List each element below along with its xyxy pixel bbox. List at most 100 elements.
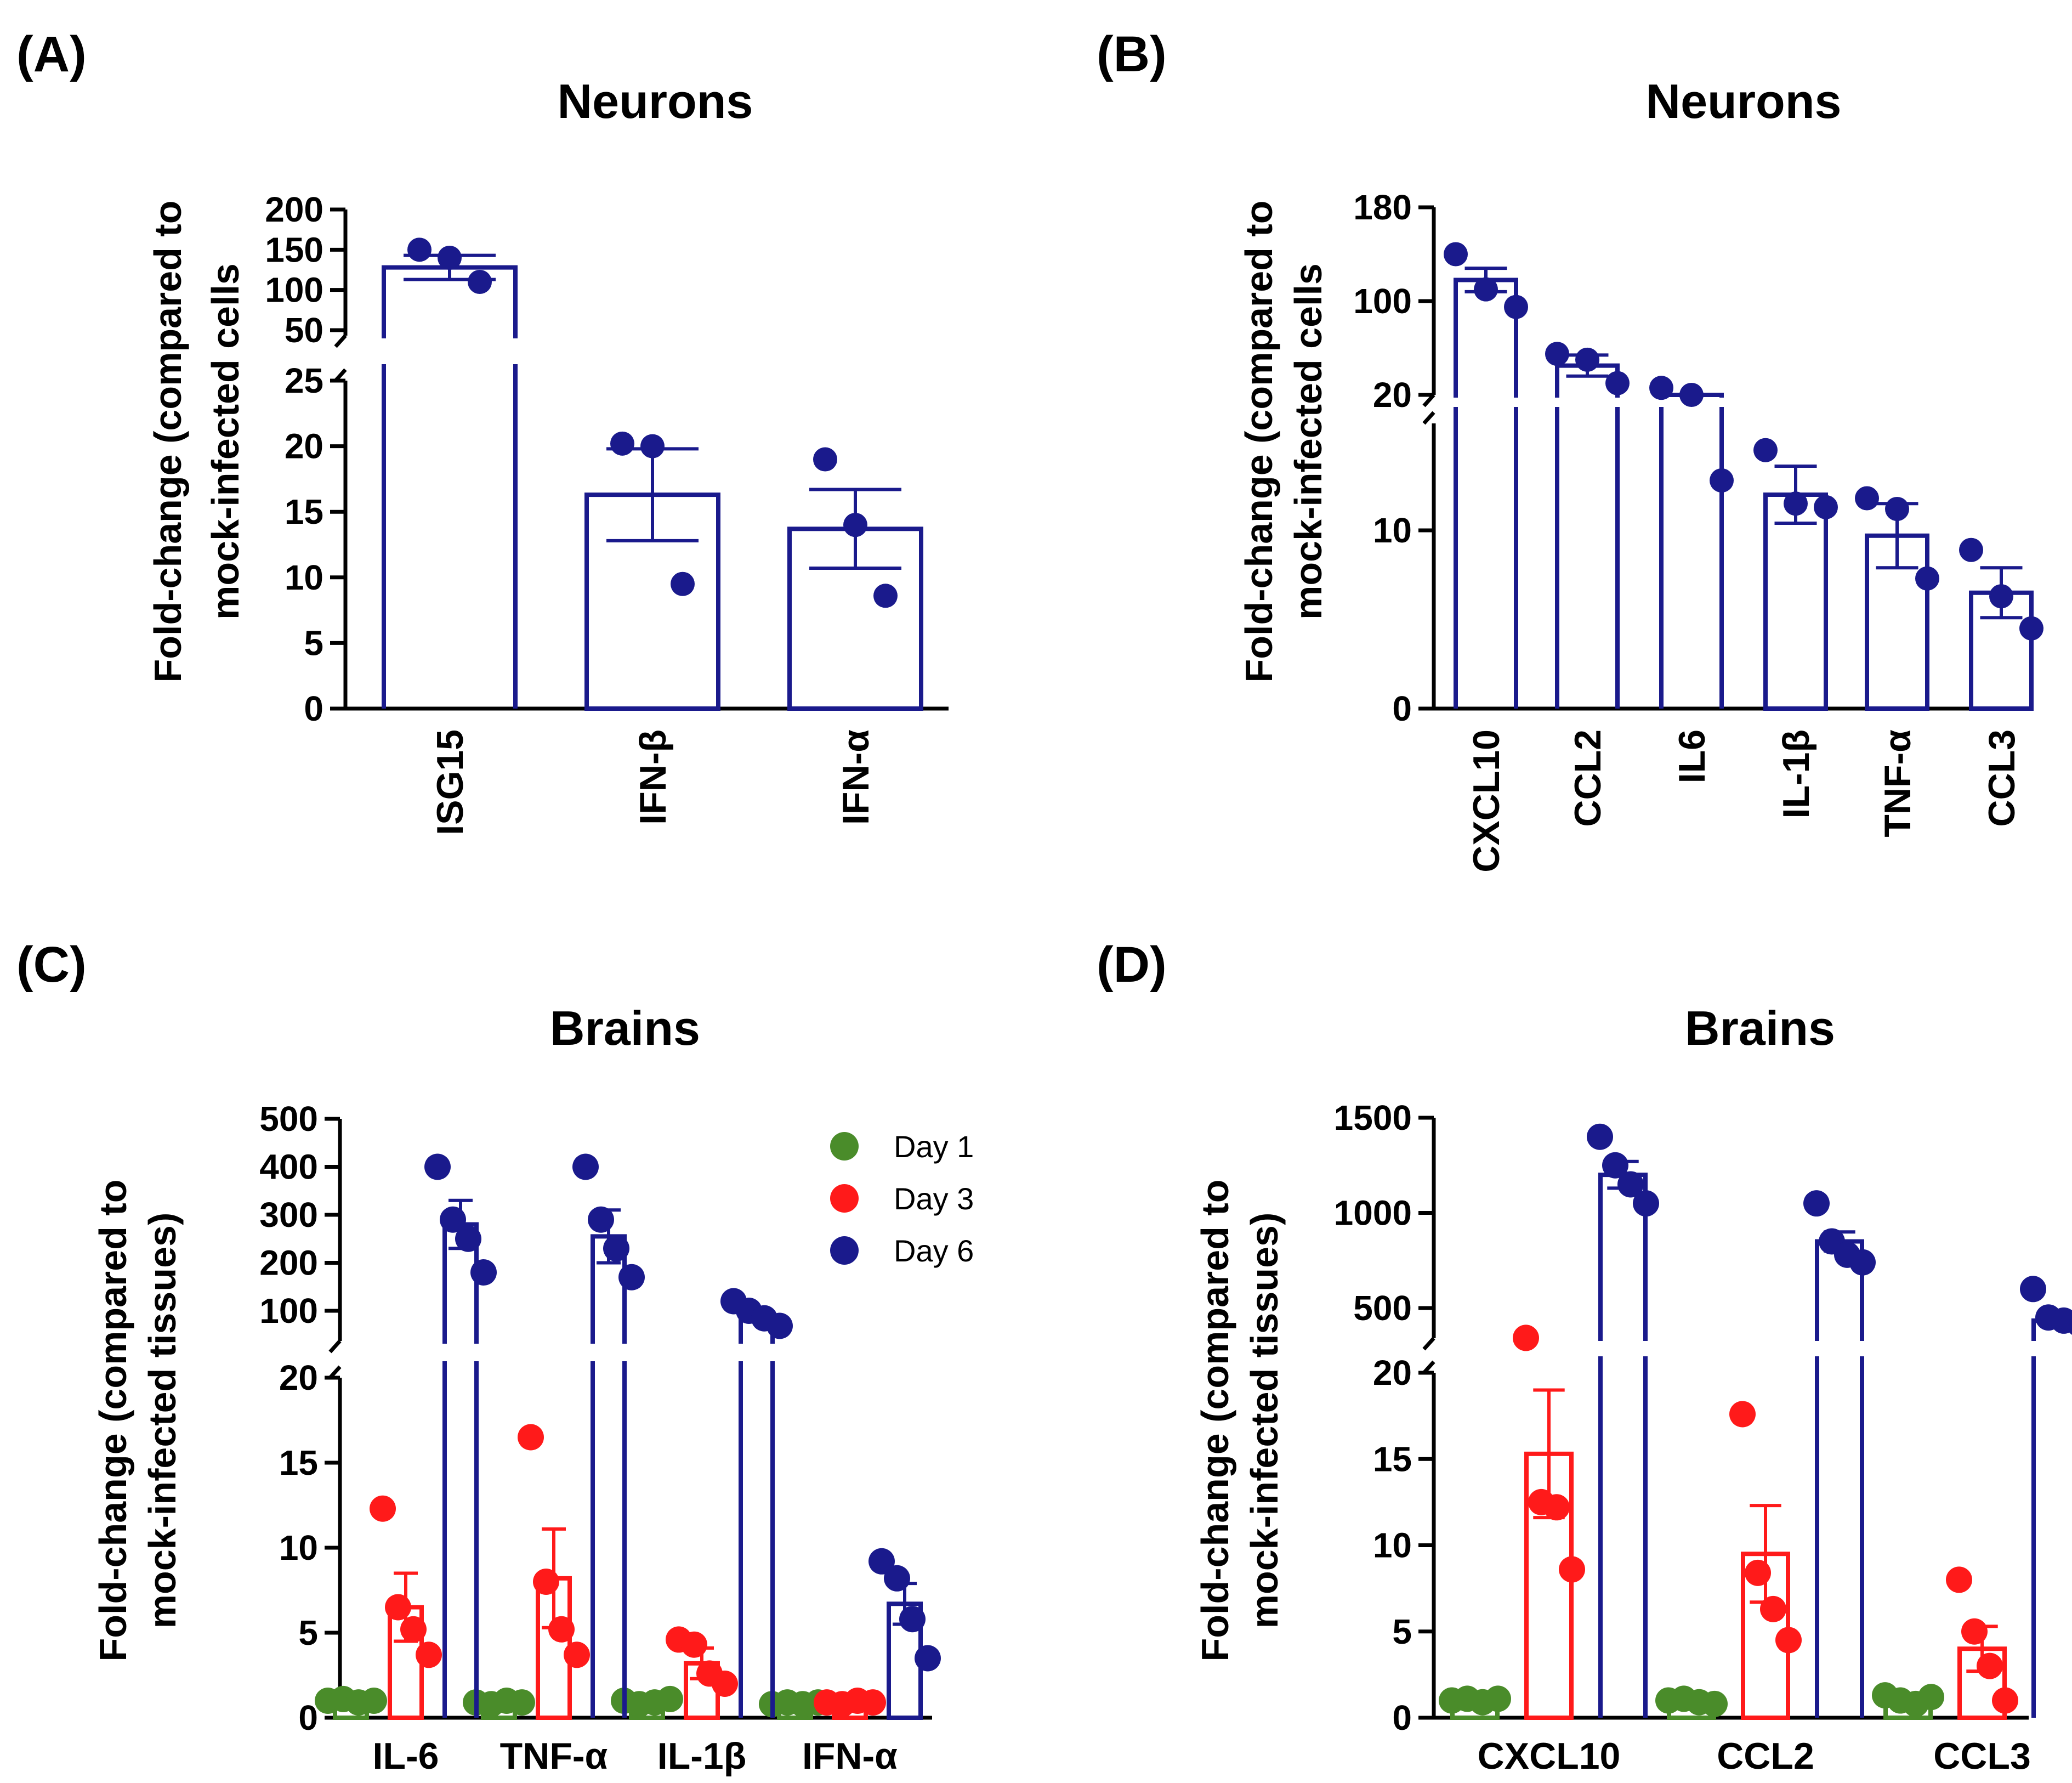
data-point: [1587, 1123, 1613, 1150]
bar: [1815, 1356, 1864, 1718]
axis-break: [334, 334, 347, 348]
legend-marker: [830, 1184, 859, 1213]
y-axis-label: mock-infected cells: [204, 263, 247, 620]
y-tick-label: 0: [304, 689, 323, 728]
legend-marker: [830, 1236, 859, 1265]
data-point: [1633, 1190, 1659, 1217]
data-point: [548, 1616, 575, 1643]
data-point: [640, 434, 665, 459]
data-point: [424, 1153, 451, 1180]
data-point: [884, 1565, 910, 1592]
legend-label: Day 1: [894, 1129, 974, 1164]
panel-c: (C) Brains Fold-change (compared to mock-in…: [16, 937, 974, 1777]
x-category-label: CXCL10: [1466, 729, 1507, 873]
data-point: [416, 1642, 442, 1668]
data-point: [361, 1688, 387, 1714]
data-point: [2066, 1312, 2072, 1335]
y-axis-label: Fold-change (compared to: [146, 201, 189, 683]
data-point: [1760, 1595, 1786, 1622]
x-category-label: CCL3: [1981, 729, 2023, 827]
data-point: [1602, 1152, 1628, 1179]
data-point: [1885, 497, 1909, 521]
y-tick-label: 20: [279, 1358, 318, 1397]
y-axis-label: mock-infected tissues): [141, 1213, 184, 1629]
x-category-label: IFN-α: [835, 729, 877, 825]
y-tick-label: 500: [259, 1099, 318, 1139]
bar: [1763, 493, 1828, 711]
data-point: [1784, 491, 1808, 516]
y-tick-label: 500: [1353, 1288, 1412, 1328]
y-tick-label: 20: [1373, 375, 1412, 415]
data-point: [868, 1548, 895, 1575]
y-tick-label: 5: [298, 1613, 318, 1652]
data-point: [518, 1424, 544, 1451]
data-point: [370, 1495, 396, 1522]
y-tick-label: 100: [259, 1291, 318, 1331]
bar: [2031, 1356, 2036, 1718]
data-point: [1504, 295, 1528, 319]
panel-b: (B) Neurons Fold-change (compared to mock-i…: [1097, 26, 2043, 873]
data-point: [509, 1689, 535, 1716]
chart-title: Neurons: [1646, 74, 1842, 128]
data-point: [533, 1569, 559, 1595]
axis-break: [1422, 1337, 1435, 1351]
data-point: [1649, 376, 1673, 400]
data-point: [1679, 383, 1704, 407]
y-axis-label: Fold-change (compared to: [92, 1180, 134, 1662]
y-tick-label: 15: [279, 1443, 318, 1482]
data-point: [1753, 438, 1778, 462]
legend-marker: [830, 1132, 859, 1161]
x-category-label: IL-1β: [1775, 729, 1817, 818]
data-point: [1992, 1687, 2018, 1714]
chart-title: Neurons: [558, 74, 753, 128]
bar: [739, 1361, 775, 1718]
data-point: [407, 237, 432, 262]
data-point: [1474, 277, 1498, 302]
panel-letter: (D): [1097, 937, 1167, 993]
bar: [442, 1361, 479, 1718]
data-point: [1559, 1556, 1585, 1583]
data-point: [1961, 1618, 1988, 1645]
y-tick-label: 0: [298, 1698, 318, 1737]
data-point: [813, 447, 837, 472]
panel-letter: (C): [16, 937, 87, 993]
data-point: [438, 246, 462, 270]
x-category-label: IFN-β: [632, 729, 674, 825]
y-tick-label: 200: [265, 190, 323, 229]
x-category-label: CCL3: [1933, 1735, 2031, 1777]
data-point: [1444, 242, 1468, 267]
panel-letter: (A): [16, 26, 87, 82]
data-point: [2019, 616, 2043, 641]
axis-break: [328, 1339, 342, 1354]
data-point: [1617, 1171, 1644, 1198]
y-tick-label: 200: [259, 1243, 318, 1283]
y-tick-label: 5: [1392, 1612, 1412, 1651]
data-point: [1918, 1684, 1944, 1711]
data-point: [1803, 1190, 1830, 1217]
data-point: [1745, 1559, 1771, 1586]
y-tick-label: 180: [1353, 188, 1412, 227]
legend: Day 1 Day 3 Day 6: [830, 1129, 974, 1268]
data-point: [1545, 342, 1569, 366]
y-tick-label: 10: [285, 558, 323, 597]
y-axis-label: mock-infected tissues): [1243, 1213, 1286, 1629]
data-point: [572, 1153, 599, 1180]
y-tick-label: 100: [1353, 281, 1412, 321]
data-point: [603, 1235, 629, 1262]
data-point: [2020, 1276, 2046, 1303]
data-point: [455, 1225, 481, 1252]
x-category-label: IL-1β: [657, 1735, 746, 1777]
data-point: [712, 1671, 738, 1697]
y-tick-label: 150: [265, 230, 323, 269]
data-point: [618, 1264, 645, 1290]
chart-title: Brains: [550, 1001, 700, 1055]
y-tick-label: 100: [265, 270, 323, 310]
panel-d: (D) Brains Fold-change (compared to mock-in…: [1097, 937, 2072, 1777]
y-tick-label: 400: [259, 1147, 318, 1187]
bar: [1454, 407, 1518, 709]
panel-letter: (B): [1097, 26, 1167, 82]
y-tick-label: 5: [304, 623, 323, 663]
y-tick-label: 15: [1373, 1439, 1412, 1479]
data-point: [400, 1616, 427, 1643]
